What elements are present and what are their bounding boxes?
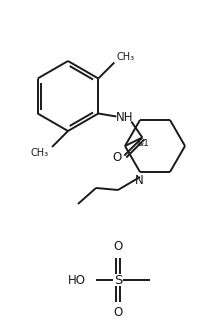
Text: HO: HO <box>68 274 86 286</box>
Text: S: S <box>114 274 122 286</box>
Text: N: N <box>135 174 143 188</box>
Text: NH: NH <box>116 111 133 124</box>
Text: O: O <box>113 240 123 254</box>
Text: CH₃: CH₃ <box>116 51 134 62</box>
Text: O: O <box>113 306 123 319</box>
Text: &1: &1 <box>136 138 149 148</box>
Text: CH₃: CH₃ <box>31 148 49 158</box>
Text: O: O <box>113 151 122 164</box>
